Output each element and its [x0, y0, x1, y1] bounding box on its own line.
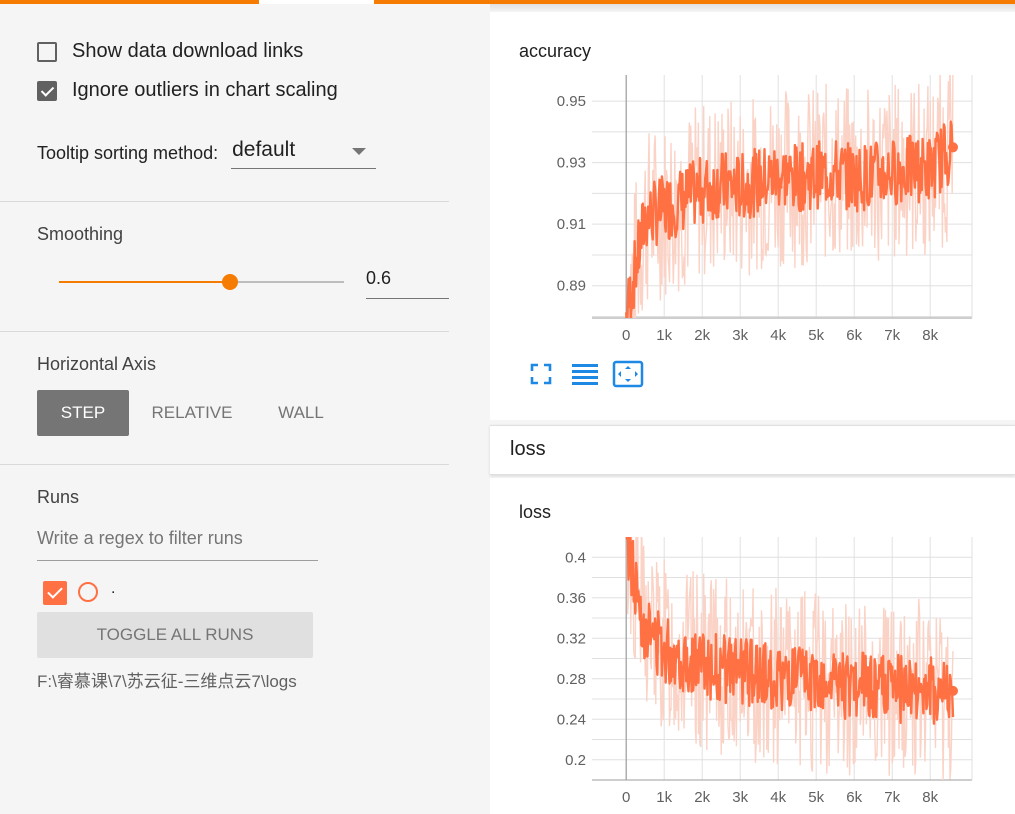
run-checkbox[interactable]	[43, 581, 67, 605]
section-divider	[0, 464, 449, 465]
tooltip-sorting-row: Tooltip sorting method: default	[37, 138, 377, 169]
axis-wall-button[interactable]: WALL	[278, 403, 324, 422]
fit-to-screen-icon[interactable]	[524, 359, 558, 389]
smoothing-slider[interactable]	[59, 274, 344, 290]
ignore-outliers-checkbox[interactable]	[37, 80, 57, 101]
horizontal-axis-title: Horizontal Axis	[37, 354, 157, 374]
axis-step-button[interactable]: STEP	[37, 390, 129, 436]
loss-card	[490, 478, 1015, 814]
smoothing-input[interactable]: 0.6	[366, 264, 449, 299]
show-download-links-label: Show data download links	[72, 40, 304, 62]
tooltip-sorting-value: default	[232, 138, 296, 161]
smoothing-title: Smoothing	[37, 224, 124, 244]
toggle-log-scale-icon[interactable]	[568, 359, 602, 389]
ignore-outliers-label: Ignore outliers in chart scaling	[72, 79, 338, 101]
axis-relative-button[interactable]: RELATIVE	[151, 403, 233, 422]
accuracy-card-title: accuracy	[519, 41, 592, 61]
loss-group-title: loss	[510, 438, 546, 460]
smoothing-slider-fill	[59, 281, 230, 283]
fit-domain-icon[interactable]	[611, 359, 645, 389]
chevron-down-icon	[352, 148, 367, 155]
runs-title: Runs	[37, 487, 80, 507]
active-tab-indicator	[259, 0, 374, 4]
section-divider	[0, 201, 449, 202]
tooltip-sorting-label: Tooltip sorting method:	[37, 143, 219, 163]
top-accent-bar	[0, 0, 1015, 4]
loss-card-title: loss	[519, 502, 552, 522]
show-download-links-checkbox[interactable]	[37, 41, 57, 62]
ignore-outliers-option[interactable]: Ignore outliers in chart scaling	[37, 79, 338, 102]
section-divider	[0, 331, 449, 332]
smoothing-slider-thumb[interactable]	[222, 274, 238, 290]
run-filter-input[interactable]: Write a regex to filter runs	[37, 528, 318, 561]
tooltip-sorting-select[interactable]: default	[231, 138, 377, 169]
toggle-all-runs-button[interactable]: TOGGLE ALL RUNS	[37, 612, 313, 658]
show-download-links-option[interactable]: Show data download links	[37, 40, 303, 63]
run-radio[interactable]	[78, 582, 98, 602]
log-directory: F:\睿慕课\7\苏云征-三维点云7\logs	[37, 672, 297, 691]
loss-group-header[interactable]: loss	[490, 425, 1015, 475]
run-name: .	[111, 580, 116, 597]
top-shadow	[490, 4, 1015, 12]
